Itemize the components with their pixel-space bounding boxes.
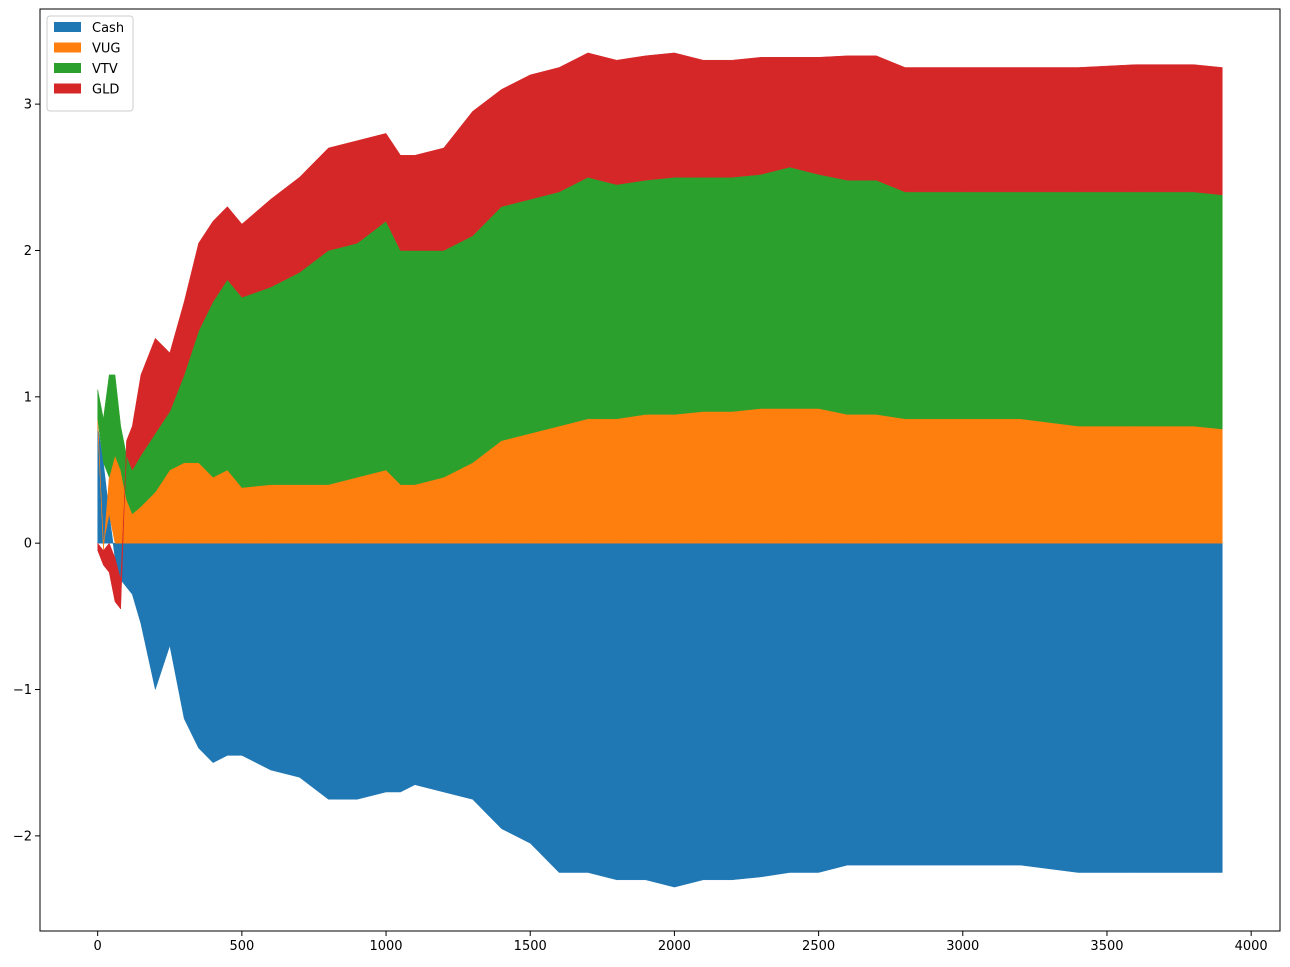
x-tick-label: 500 bbox=[229, 939, 254, 954]
axes-frame bbox=[39, 8, 1281, 932]
x-tick-label: 3000 bbox=[946, 939, 979, 954]
x-axis: 0 500 1000 1500 2000 2500 3000 3500 4000 bbox=[94, 931, 1268, 954]
series-area-gld bbox=[97, 52, 1223, 610]
y-tick-label: 3 bbox=[24, 98, 32, 113]
legend-label-vtv: VTV bbox=[92, 62, 118, 77]
y-tick-label: 0 bbox=[24, 537, 32, 552]
x-tick-label: 3500 bbox=[1090, 939, 1123, 954]
x-tick-label: 4000 bbox=[1235, 939, 1268, 954]
legend: Cash VUG VTV GLD bbox=[46, 15, 134, 112]
legend-swatch-vtv bbox=[54, 63, 81, 73]
x-tick-label: 0 bbox=[94, 939, 102, 954]
legend-label-gld: GLD bbox=[92, 83, 119, 98]
legend-label-vug: VUG bbox=[92, 42, 120, 57]
legend-swatch-cash bbox=[54, 22, 81, 32]
legend-label-cash: Cash bbox=[92, 21, 124, 36]
legend-swatch-vug bbox=[54, 42, 81, 53]
x-tick-label: 1000 bbox=[369, 939, 402, 954]
x-tick-label: 2000 bbox=[658, 939, 691, 954]
y-tick-label: 1 bbox=[24, 390, 32, 405]
legend-swatch-gld bbox=[54, 83, 81, 94]
y-tick-label: −1 bbox=[13, 683, 32, 698]
y-tick-label: −2 bbox=[13, 829, 32, 844]
y-tick-label: 2 bbox=[24, 244, 32, 259]
y-axis: −2 −1 0 1 2 3 bbox=[13, 98, 40, 844]
x-tick-label: 1500 bbox=[514, 939, 547, 954]
plot-area bbox=[97, 52, 1223, 888]
x-tick-label: 2500 bbox=[802, 939, 835, 954]
